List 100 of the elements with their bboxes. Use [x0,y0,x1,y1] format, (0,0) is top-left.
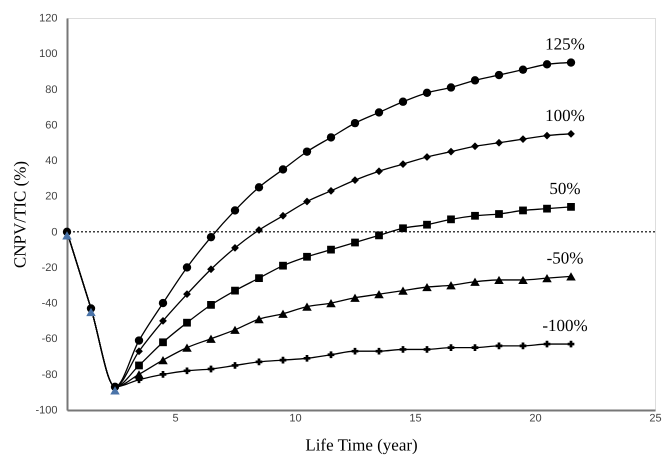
point [327,186,335,195]
point [256,358,262,366]
point [496,342,502,350]
point [158,298,168,308]
point [350,118,360,128]
point [422,282,432,292]
point [447,215,455,224]
point [135,362,143,370]
point [158,356,168,364]
point [135,347,143,356]
point [399,224,407,232]
series-label: 100% [545,106,585,125]
point [304,354,310,362]
point [399,160,407,168]
point [494,70,504,80]
point [519,206,527,214]
point [568,340,574,348]
point [183,318,191,327]
point [422,88,432,98]
y-tick-label: -100 [35,404,58,416]
point [447,148,455,156]
point [326,298,336,308]
point [495,210,503,218]
point [254,183,264,192]
point [327,246,335,254]
point [470,278,480,286]
point [470,76,480,85]
y-tick-label: 100 [39,48,58,60]
y-tick-label: -40 [42,298,58,310]
point [446,83,456,92]
point [254,315,264,324]
point [350,294,360,302]
y-tick-label: -80 [42,368,58,381]
point [279,212,287,220]
point [520,342,526,350]
point [376,348,382,355]
point [208,366,214,372]
point [518,66,528,74]
point [423,153,431,161]
x-tick-label: 25 [649,412,662,424]
point [375,232,383,240]
point [351,176,359,184]
y-tick-label: 40 [45,155,58,168]
point [566,272,576,280]
point [302,302,312,311]
point [472,344,478,351]
point [86,308,96,316]
y-tick-label: 0 [51,226,58,238]
point [328,351,334,358]
x-tick-label: 15 [409,412,422,424]
x-axis-title: Life Time (year) [305,436,418,454]
x-tick-label: 10 [289,412,302,424]
point [471,212,479,220]
point [567,130,575,138]
point [471,142,479,150]
point [184,367,190,374]
point [230,326,240,334]
point [110,386,120,395]
point [326,133,336,142]
point [542,274,552,282]
point [255,274,263,282]
point [206,334,216,343]
point [495,138,503,147]
point [566,58,576,67]
point [134,336,144,345]
point [518,276,528,284]
point [279,262,287,270]
point [400,346,406,353]
point [159,317,167,325]
point [374,290,384,298]
series-label: 125% [545,34,585,54]
y-tick-label: 120 [39,12,58,24]
point [278,165,288,174]
point [303,252,311,261]
y-tick-label: -20 [42,262,58,274]
point [351,238,359,246]
point [230,206,240,215]
point [424,346,430,353]
y-tick-label: 60 [45,119,58,132]
y-tick-label: 20 [45,190,58,203]
point [159,338,167,346]
point [206,232,216,242]
x-tick-label: 5 [172,412,179,424]
point [398,98,408,106]
y-axis-title: CNPV/TIC (%) [10,160,30,268]
point [232,362,238,369]
point [374,108,384,117]
y-tick-label: 80 [45,84,58,96]
point [182,263,192,272]
series-label: -100% [542,316,588,336]
point [494,276,504,284]
point [160,371,166,378]
y-tick-label: -60 [42,333,58,346]
point [398,286,408,295]
point [183,290,191,298]
point [278,310,288,318]
point [519,135,527,144]
point [375,167,383,176]
point [544,340,550,348]
point [231,286,239,294]
